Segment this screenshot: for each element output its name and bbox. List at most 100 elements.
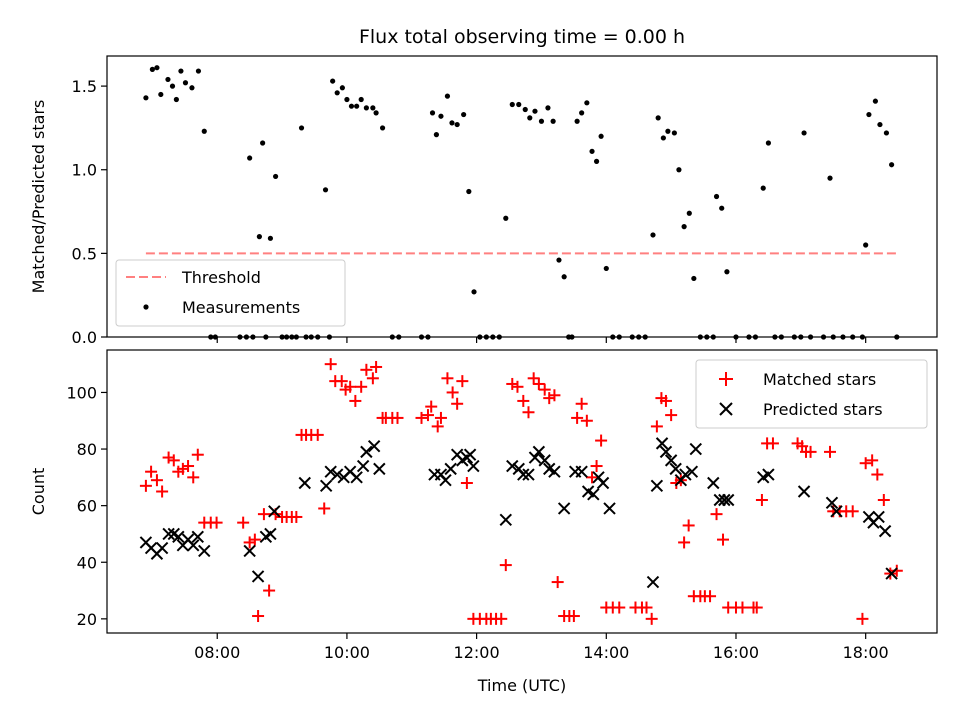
predicted-star-point <box>373 462 386 476</box>
measurement-point <box>358 96 364 103</box>
matched-star-point <box>156 485 169 498</box>
predicted-star-point <box>825 496 839 510</box>
plot-title: Flux total observing time = 0.00 h <box>359 26 685 48</box>
predicted-star-point <box>596 476 610 490</box>
bottom-x-ticks: 08:00 10:00 12:00 14:00 16:00 18:00 <box>194 633 889 662</box>
measurement-point <box>370 105 376 111</box>
measurement-point <box>256 234 262 240</box>
matched-star-point <box>243 536 256 549</box>
measurement-point <box>598 133 604 139</box>
predicted-star-point <box>350 471 363 484</box>
bottom-y-ticks: 20 40 60 80 100 <box>66 383 107 629</box>
predicted-star-point <box>155 541 169 555</box>
matched-star-point <box>318 502 331 515</box>
measurement-point <box>532 108 538 114</box>
matched-star-point <box>866 454 879 467</box>
matched-star-point <box>176 462 189 475</box>
measurement-point <box>584 100 590 106</box>
measurement-point <box>322 187 329 193</box>
matched-star-point <box>311 428 324 441</box>
predicted-star-point <box>532 445 546 459</box>
measurement-point <box>676 167 682 173</box>
matched-star-point <box>370 360 383 373</box>
matched-star-point <box>162 451 175 464</box>
measurement-point <box>429 110 436 116</box>
predicted-star-point <box>830 505 843 518</box>
legend-matched-swatch <box>719 372 733 386</box>
measurement-point <box>354 103 360 109</box>
matched-star-point <box>434 411 447 424</box>
predicted-star-point <box>718 493 731 507</box>
y-tick-label: 100 <box>66 383 97 402</box>
matched-star-point <box>704 590 717 603</box>
predicted-star-point <box>264 527 277 541</box>
matched-star-point <box>736 601 749 614</box>
measurement-point <box>561 274 567 280</box>
predicted-star-point <box>721 493 735 507</box>
matched-star-point <box>187 471 200 484</box>
measurement-point <box>169 83 176 89</box>
measurement-point <box>471 289 477 295</box>
measurement-point <box>444 93 451 99</box>
predicted-star-point <box>319 479 333 493</box>
predicted-star-point <box>679 468 692 481</box>
matched-star-point <box>527 372 540 385</box>
measurement-point <box>178 68 184 74</box>
predicted-star-point <box>548 465 561 478</box>
matched-star-point <box>248 533 261 546</box>
measurement-point <box>872 98 878 104</box>
predicted-star-point <box>522 468 535 481</box>
matched-star-point <box>415 411 428 424</box>
x-tick-label: 08:00 <box>194 643 240 662</box>
measurement-point <box>149 66 155 72</box>
predicted-star-point <box>517 468 530 481</box>
legend-predicted-swatch <box>719 402 733 416</box>
measurement-point <box>298 125 305 131</box>
measurement-point <box>189 85 195 91</box>
measurement-point <box>603 265 609 272</box>
measurement-point <box>593 158 600 164</box>
measurement-point <box>665 128 671 134</box>
matched-star-point <box>590 460 603 473</box>
matched-star-point <box>511 380 524 393</box>
y-tick-label: 20 <box>77 610 97 629</box>
measurement-point <box>660 135 666 141</box>
y-tick-label: 0.5 <box>72 244 97 263</box>
matched-star-point <box>871 468 884 481</box>
measurement-point <box>165 76 171 83</box>
predicted-star-point <box>356 459 370 473</box>
matched-star-point <box>659 394 672 407</box>
matched-star-point <box>877 493 890 506</box>
matched-star-point <box>522 406 535 419</box>
matched-star-point <box>290 510 303 523</box>
measurement-point <box>247 155 253 161</box>
bottom-subplot: 20 40 60 80 100 08:00 10:00 12:00 14:00 16:00 18:… <box>29 349 938 662</box>
matched-star-point <box>431 420 444 433</box>
matched-star-point <box>506 377 519 390</box>
predicted-star-point <box>467 459 480 473</box>
matched-star-point <box>421 409 434 422</box>
predicted-star-point <box>646 575 660 589</box>
y-tick-label: 80 <box>77 440 97 459</box>
measurement-point <box>655 115 661 121</box>
matched-star-point <box>824 445 837 458</box>
measurement-point <box>449 120 455 126</box>
matched-star-point <box>710 508 723 521</box>
top-y-ticks: 0.0 0.5 1.0 1.5 <box>72 77 107 347</box>
measurement-point <box>724 269 730 275</box>
predicted-star-point <box>187 539 200 552</box>
measurement-point <box>260 140 266 146</box>
measurement-point <box>556 257 562 263</box>
matched-star-point <box>750 601 763 614</box>
predicted-star-point <box>872 510 885 524</box>
top-subplot: 0.0 0.5 1.0 1.5 Matched/Predicted stars Thr… <box>29 55 938 347</box>
matched-star-point <box>717 533 730 546</box>
matched-star-point <box>890 564 903 577</box>
matched-star-point <box>257 508 270 521</box>
matched-star-point <box>460 477 473 490</box>
legend-threshold-label: Threshold <box>181 268 261 287</box>
measurement-point <box>344 96 350 103</box>
bottom-y-axis-label: Count <box>29 468 48 516</box>
predicted-star-point <box>664 454 678 467</box>
predicted-star-point <box>878 524 892 538</box>
